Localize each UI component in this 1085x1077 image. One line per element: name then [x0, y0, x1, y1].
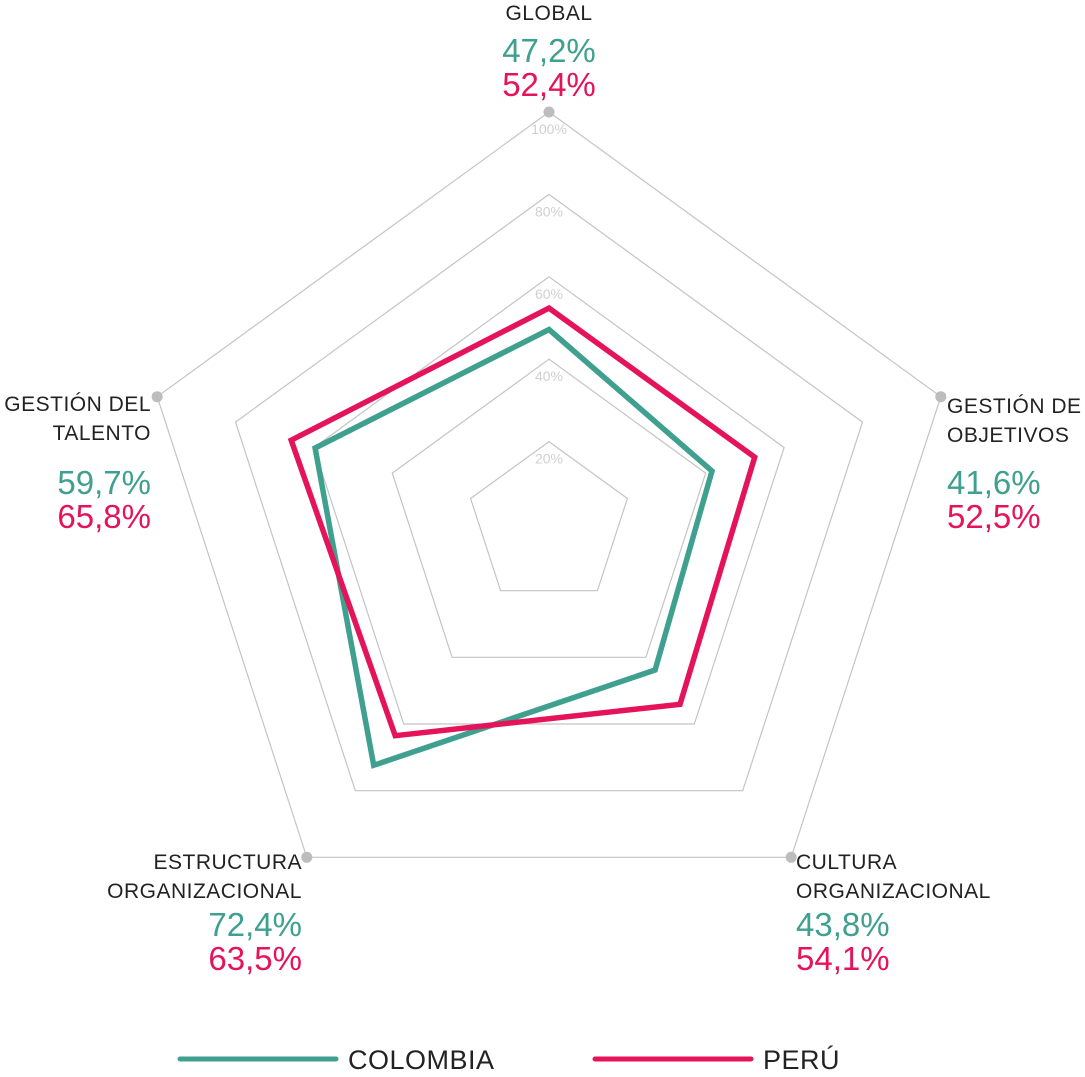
tick-label-60: 60% [535, 286, 563, 302]
value-label-colombia-gestion-del-talento: 59,7% [57, 464, 151, 501]
axis-endpoint-dot [301, 851, 313, 863]
radar-series [287, 304, 758, 769]
radar-tick-labels: 20% 40% 60% 80% 100% [531, 121, 567, 467]
legend-label-colombia: COLOMBIA [348, 1045, 495, 1075]
axis-label-gestion-de-objetivos: GESTIÓN DE [947, 395, 1082, 418]
axis-label-gestion-del-talento: TALENTO [53, 422, 151, 445]
value-label-peru-estructura-organizacional: 63,5% [208, 940, 302, 977]
value-label-colombia-estructura-organizacional: 72,4% [208, 906, 302, 943]
axis-label-estructura-organizacional: ESTRUCTURA [153, 851, 302, 874]
axis-endpoint-dot [935, 391, 947, 403]
value-label-peru-cultura-organizacional: 54,1% [796, 940, 890, 977]
radar-grid [151, 106, 947, 863]
axis-endpoint-dot [543, 106, 555, 118]
axis-label-cultura-organizacional: CULTURA [796, 851, 897, 874]
grid-ring-100 [156, 111, 942, 858]
axis-endpoint-dot [151, 391, 163, 403]
radar-axis-labels: GLOBAL 47,2%52,4% GESTIÓN DE OBJETIVOS 41,6%… [4, 2, 1081, 977]
tick-label-80: 80% [535, 203, 563, 219]
value-label-peru-gestion-de-objetivos: 52,5% [947, 498, 1041, 535]
value-label-colombia-global: 47,2% [502, 32, 596, 69]
value-label-colombia-gestion-de-objetivos: 41,6% [947, 464, 1041, 501]
axis-label-gestion-de-objetivos: OBJETIVOS [947, 424, 1069, 447]
tick-label-40: 40% [535, 368, 563, 384]
axis-endpoint-dot [785, 851, 797, 863]
grid-ring-60 [313, 276, 785, 725]
axis-label-estructura-organizacional: ORGANIZACIONAL [107, 880, 302, 903]
series-line-peru [287, 304, 758, 739]
series-line-colombia [312, 326, 716, 769]
axis-label-gestion-del-talento: GESTIÓN DEL [4, 393, 151, 416]
tick-label-20: 20% [535, 451, 563, 467]
axis-label-global: GLOBAL [505, 2, 592, 25]
tick-label-100: 100% [531, 121, 567, 137]
value-label-peru-gestion-del-talento: 65,8% [57, 498, 151, 535]
legend: COLOMBIA PERÚ [177, 1044, 840, 1075]
grid-ring-80 [234, 193, 864, 792]
value-label-colombia-cultura-organizacional: 43,8% [796, 906, 890, 943]
grid-ring-20 [469, 440, 629, 592]
value-label-peru-global: 52,4% [502, 66, 596, 103]
legend-label-peru: PERÚ [763, 1044, 840, 1075]
axis-label-cultura-organizacional: ORGANIZACIONAL [796, 880, 991, 903]
grid-ring-40 [391, 358, 707, 658]
